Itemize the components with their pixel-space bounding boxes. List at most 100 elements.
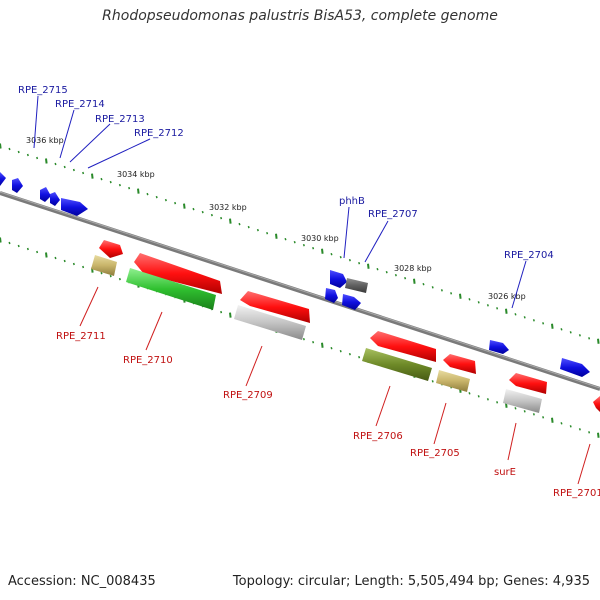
tick-mark: [229, 218, 232, 224]
tick-mark: [36, 250, 39, 254]
tick-mark: [220, 216, 223, 220]
tick-mark: [8, 241, 11, 245]
tick-mark: [468, 298, 471, 301]
reverse-leader-lines: [79, 286, 591, 485]
gene-label-phhb[interactable]: phhB: [339, 196, 365, 207]
tick-mark: [358, 261, 361, 265]
tick-mark: [431, 286, 434, 289]
tick-mark: [514, 407, 517, 410]
genome-backbone-highlight: [0, 191, 600, 389]
gene-label-sure[interactable]: surE: [494, 467, 516, 478]
tick-mark: [569, 331, 572, 334]
tick-mark: [164, 198, 167, 202]
forward-gene-arrow[interactable]: [40, 187, 51, 202]
reverse-gene-arrow[interactable]: [370, 331, 436, 362]
tick-mark: [82, 171, 85, 175]
genome-backbone: [0, 191, 600, 391]
gene-label-rpe-2713[interactable]: RPE_2713: [95, 114, 145, 125]
tick-mark: [330, 252, 333, 256]
tick-mark: [293, 240, 296, 244]
tick-mark: [532, 319, 535, 322]
gene-label-rpe-2710[interactable]: RPE_2710: [123, 355, 173, 366]
gene-label-rpe-2711[interactable]: RPE_2711: [56, 331, 106, 342]
tick-mark: [45, 252, 48, 258]
rna-gene-green[interactable]: [126, 268, 216, 310]
tick-mark: [100, 177, 103, 181]
rna-gene-tan[interactable]: [436, 370, 470, 392]
tick-mark: [118, 183, 121, 187]
rna-gene-gray[interactable]: [503, 389, 542, 413]
forward-gene-arrow[interactable]: [560, 358, 590, 377]
scale-label-3028: 3028 kbp: [394, 264, 432, 273]
tick-mark: [514, 313, 517, 316]
tick-mark: [17, 244, 20, 248]
scale-label-3034: 3034 kbp: [117, 170, 155, 179]
tick-mark: [312, 340, 315, 344]
rna-gene-gray[interactable]: [234, 305, 306, 340]
tick-mark: [118, 277, 121, 281]
forward-gene-arrow[interactable]: [50, 192, 60, 206]
forward-gene-arrow[interactable]: [325, 288, 338, 303]
gene-label-rpe-2715[interactable]: RPE_2715: [18, 85, 68, 96]
gene-label-rpe-2714[interactable]: RPE_2714: [55, 99, 105, 110]
gene-label-rpe-2707[interactable]: RPE_2707: [368, 209, 418, 220]
tick-mark: [146, 192, 149, 196]
forward-gene-arrow[interactable]: [330, 270, 347, 288]
tick-mark: [26, 153, 29, 157]
tick-mark: [26, 247, 29, 251]
tick-mark: [256, 228, 259, 232]
map-title: Rhodopseudomonas palustris BisA53, compl…: [102, 8, 498, 24]
tick-mark: [210, 213, 213, 217]
reverse-gene-arrow[interactable]: [443, 354, 476, 374]
forward-gene-arrow[interactable]: [342, 294, 361, 310]
tick-mark: [385, 270, 388, 274]
tick-mark: [36, 156, 39, 160]
tick-mark: [275, 233, 278, 239]
reverse-gene-arrow[interactable]: [240, 291, 310, 323]
tick-mark: [339, 255, 342, 259]
forward-gene-arrow[interactable]: [0, 172, 6, 186]
tick-mark: [72, 168, 75, 172]
tick-mark: [45, 158, 48, 164]
reverse-gene-arrow[interactable]: [509, 373, 547, 394]
forward-gene-arrow[interactable]: [489, 340, 509, 354]
tick-mark: [302, 337, 305, 341]
tick-mark: [266, 231, 269, 235]
tick-mark: [523, 410, 526, 413]
reverse-gene-arrow[interactable]: [99, 240, 123, 258]
forward-gene-arrow[interactable]: [61, 198, 88, 216]
tick-mark: [54, 162, 57, 166]
tick-mark: [321, 342, 324, 348]
tick-mark: [201, 210, 204, 214]
rna-gene-olive[interactable]: [362, 348, 432, 381]
tick-mark: [100, 271, 103, 275]
tick-mark: [348, 352, 351, 356]
forward-genes: [0, 172, 590, 377]
reverse-genes: [91, 240, 600, 413]
rna-gene-tan[interactable]: [91, 255, 117, 276]
tick-mark: [404, 276, 407, 280]
gene-label-rpe-2712[interactable]: RPE_2712: [134, 128, 184, 139]
tick-mark: [450, 292, 453, 295]
tick-marks: [0, 143, 600, 438]
tick-mark: [91, 173, 94, 179]
gene-label-rpe-2701[interactable]: RPE_2701: [553, 488, 600, 499]
gene-label-rpe-2705[interactable]: RPE_2705: [410, 448, 460, 459]
tick-mark: [440, 289, 443, 292]
tick-mark: [0, 237, 2, 243]
forward-gene-arrow[interactable]: [12, 178, 23, 193]
tick-mark: [505, 308, 508, 314]
rna-gene-dark[interactable]: [345, 278, 368, 293]
gene-label-rpe-2704[interactable]: RPE_2704: [504, 250, 554, 261]
scale-label-3032: 3032 kbp: [209, 203, 247, 212]
tick-mark: [0, 143, 2, 149]
gene-label-rpe-2709[interactable]: RPE_2709: [223, 390, 273, 401]
tick-mark: [542, 416, 545, 419]
tick-mark: [523, 316, 526, 319]
gene-label-rpe-2706[interactable]: RPE_2706: [353, 431, 403, 442]
reverse-gene-arrow[interactable]: [134, 253, 222, 294]
tick-mark: [192, 207, 195, 211]
reverse-gene-arrow[interactable]: [593, 396, 600, 412]
tick-mark: [8, 147, 11, 151]
tick-mark: [496, 401, 499, 404]
